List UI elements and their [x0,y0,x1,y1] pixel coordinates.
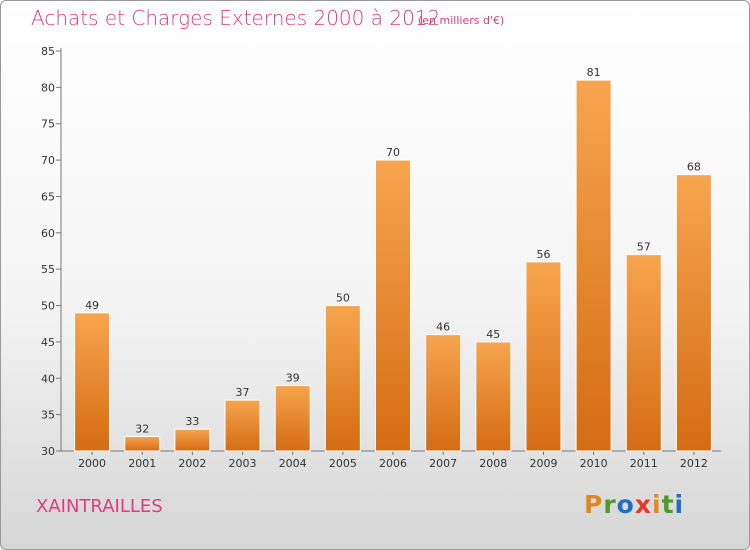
y-tick-label: 75 [41,118,55,131]
y-tick-label: 40 [41,372,55,385]
y-tick-label: 70 [41,154,55,167]
bar-2001 [124,435,161,452]
logo-letter: r [603,490,617,519]
data-label-2012: 68 [687,161,701,174]
chart-subtitle: (en milliers d'€) [418,14,505,27]
proxiti-logo: Proxiti [584,490,684,519]
y-tick-label: 55 [41,263,55,276]
bar-2012 [675,174,712,452]
data-label-2000: 49 [85,299,99,312]
data-label-2003: 37 [236,386,250,399]
bar-2007 [425,334,462,452]
data-label-2002: 33 [185,415,199,428]
data-label-2004: 39 [286,372,300,385]
y-tick-label: 80 [41,81,55,94]
x-tick-label-2011: 2011 [630,457,658,470]
logo-letter: x [634,490,652,519]
data-label-2009: 56 [536,248,550,261]
logo-letter: i [652,490,662,519]
x-tick-label-2005: 2005 [329,457,357,470]
x-tick-label-2001: 2001 [128,457,156,470]
y-tick-label: 65 [41,190,55,203]
bar-2009 [525,261,562,452]
y-tick-label: 35 [41,409,55,422]
data-label-2005: 50 [336,292,350,305]
y-tick-label: 60 [41,227,55,240]
x-tick-label-2004: 2004 [279,457,307,470]
data-label-2007: 46 [436,321,450,334]
data-label-2011: 57 [637,241,651,254]
x-tick-label-2006: 2006 [379,457,407,470]
chart-title: Achats et Charges Externes 2000 à 2012 [31,6,441,30]
bar-2008 [475,341,512,452]
logo-letter: P [584,490,604,519]
bar-2011 [625,254,662,452]
x-tick-label-2009: 2009 [529,457,557,470]
x-tick-label-2000: 2000 [78,457,106,470]
x-tick-label-2008: 2008 [479,457,507,470]
x-tick-label-2007: 2007 [429,457,457,470]
commune-name: XAINTRAILLES [36,496,163,517]
x-tick-label-2010: 2010 [580,457,608,470]
x-tick-label-2012: 2012 [680,457,708,470]
logo-letter: i [674,490,685,519]
data-label-2008: 45 [486,328,500,341]
bars [74,79,712,452]
labels: 49 2000 32 2001 33 2002 37 2003 39 2004 50 2005 70 20… [78,66,708,470]
bar-2003 [224,399,261,452]
data-label-2006: 70 [386,146,400,159]
y-tick-label: 85 [41,45,55,58]
data-label-2010: 81 [587,66,601,79]
x-tick-label-2003: 2003 [229,457,257,470]
x-tick-label-2002: 2002 [178,457,206,470]
logo-letter: t [661,490,675,519]
bar-2010 [575,79,612,452]
y-tick-label: 30 [41,445,55,458]
logo-letter: o [616,490,635,519]
y-tick-label: 50 [41,300,55,313]
bar-2000 [74,312,111,452]
bar-2002 [174,428,211,452]
bar-2004 [274,385,311,452]
y-tick-label: 45 [41,336,55,349]
data-label-2001: 32 [135,422,149,435]
bar-2006 [375,159,411,452]
axes: 30 35 40 45 50 55 60 65 70 75 80 85 [41,45,721,458]
bar-2005 [324,305,361,452]
